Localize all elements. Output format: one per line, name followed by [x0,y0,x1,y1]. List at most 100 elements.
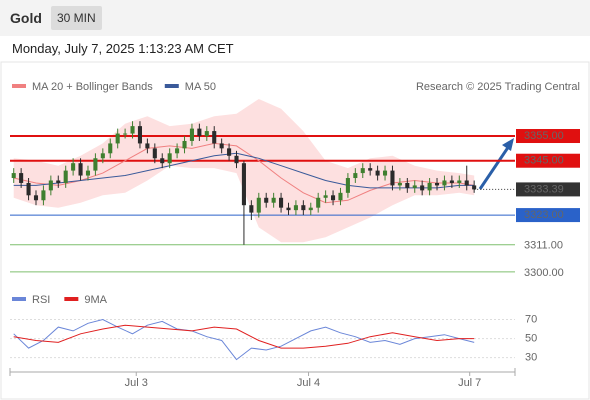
credit: Research © 2025 Trading Central [416,81,580,93]
chart-frame [0,61,590,400]
candle-body [390,170,395,186]
last-price-box [516,182,580,197]
candle-body [264,197,269,203]
legend-swatch [12,297,26,301]
candle-body [397,182,402,186]
rsi-line [13,324,475,349]
candle-body [182,140,187,149]
symbol: Gold [10,10,42,26]
candle-body [108,143,113,154]
candle-body [345,178,350,193]
candle-body [286,207,291,211]
candle-body [123,133,128,135]
candle-body [279,197,284,208]
legend-label: 9MA [84,294,107,306]
candle-body [434,182,440,186]
candle-body [241,163,246,206]
candle-body [26,182,31,196]
candle-body [308,207,313,211]
level-label: 3323.00 [524,209,564,221]
candle-body [360,168,365,174]
level-label-box [516,208,580,223]
datetime: Monday, July 7, 2025 1:13:23 AM CET [12,41,234,56]
candle-body [227,148,232,156]
candle-body [382,170,388,176]
candle-body [93,158,98,171]
candle-body [130,126,135,134]
candle-body [249,205,254,213]
candle-body [19,173,24,183]
candle-body [11,173,16,179]
candle-body [175,148,180,154]
candle-body [48,180,53,191]
candle-body [323,195,328,198]
candle-body [100,153,105,159]
y-tick-label: 50 [525,332,537,344]
candle-body [234,155,239,164]
ma-line [13,142,475,204]
candle-body [152,148,157,159]
level-label: 3311.00 [524,240,563,252]
candle-body [442,180,447,186]
forecast-arrow [478,145,511,190]
candle-body [71,163,76,171]
candle-body [449,180,454,183]
x-tick-label: Jul 4 [297,377,320,389]
candle-body [256,197,261,213]
level-label: 3300.00 [524,267,564,279]
top-bar: Gold 30 MIN [0,0,590,36]
candle-body [137,126,143,144]
y-tick-label: 30 [525,352,537,364]
candle-body [271,197,276,203]
level-label: 3345.00 [524,155,564,167]
interval[interactable]: 30 MIN [51,6,102,30]
candle-body [197,128,202,137]
y-tick-label: 70 [525,313,537,325]
candle-body [301,205,306,211]
ma-line [13,152,475,189]
forecast-arrowhead [502,138,514,151]
candle-body [375,170,380,176]
candle-body [219,143,224,149]
candle-body [160,158,165,164]
candle-body [204,131,209,137]
candle-body [472,185,477,190]
legend-label: RSI [32,294,50,306]
candle-body [427,182,432,191]
candle-body [316,197,321,208]
candle-body [212,131,217,144]
x-tick-label: Jul 7 [458,377,481,389]
candle-body [115,133,120,144]
legend-swatch [64,297,79,301]
legend-swatch [12,84,26,88]
level-label-box [516,129,580,144]
candle-body [78,163,83,176]
candle-body [293,205,298,211]
x-tick-label: Jul 3 [125,377,148,389]
candle-body [405,182,410,188]
candle-body [189,128,194,141]
rsi-line [13,318,475,361]
legend-label: MA 50 [185,81,216,93]
legend-label: MA 20 + Bollinger Bands [32,81,153,93]
level-label: 3355.00 [524,130,564,142]
candle-body [420,185,425,191]
candle-body [145,143,150,149]
candle-body [85,170,91,176]
candle-body [338,192,343,201]
candle-body [368,168,373,171]
candle-body [331,195,336,201]
candle-body [56,180,61,183]
candle-body [353,173,358,179]
legend-swatch [164,84,179,88]
candle-body [33,195,39,201]
candle-body [457,180,462,183]
candle-body [41,190,46,201]
level-label-box [516,153,580,168]
candle-body [63,170,68,183]
candle-body [464,180,469,186]
last-price-label: 3333.39 [524,183,564,195]
candle-body [167,153,172,164]
